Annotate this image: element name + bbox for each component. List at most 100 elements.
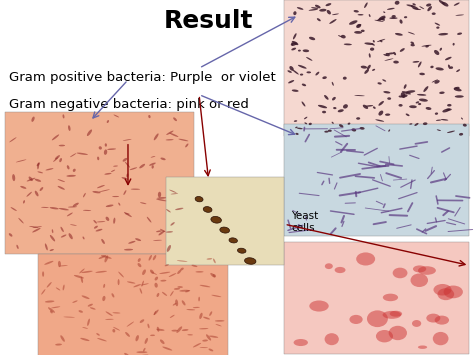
Ellipse shape [392, 268, 408, 278]
Ellipse shape [73, 203, 79, 207]
Ellipse shape [83, 210, 91, 211]
Ellipse shape [354, 10, 359, 12]
Ellipse shape [430, 66, 434, 68]
Ellipse shape [408, 32, 415, 34]
Ellipse shape [307, 71, 311, 73]
Ellipse shape [341, 35, 346, 38]
Ellipse shape [159, 272, 170, 274]
Ellipse shape [382, 79, 386, 82]
Ellipse shape [160, 280, 166, 282]
Ellipse shape [113, 327, 120, 331]
Ellipse shape [32, 228, 41, 233]
Ellipse shape [355, 95, 365, 96]
Ellipse shape [209, 311, 212, 316]
Ellipse shape [45, 244, 48, 250]
Ellipse shape [356, 24, 361, 28]
Ellipse shape [156, 329, 164, 331]
Ellipse shape [370, 48, 374, 51]
Ellipse shape [447, 131, 455, 133]
Ellipse shape [95, 271, 107, 273]
Ellipse shape [158, 192, 161, 197]
Ellipse shape [426, 107, 431, 110]
Ellipse shape [437, 129, 441, 131]
Ellipse shape [179, 290, 190, 292]
Ellipse shape [59, 158, 62, 162]
Ellipse shape [339, 124, 343, 127]
Ellipse shape [182, 300, 185, 305]
Ellipse shape [292, 48, 296, 50]
Ellipse shape [364, 2, 368, 8]
Ellipse shape [379, 16, 385, 20]
Ellipse shape [170, 222, 175, 226]
Ellipse shape [52, 135, 59, 140]
Ellipse shape [148, 115, 151, 118]
Ellipse shape [124, 353, 130, 355]
Ellipse shape [287, 70, 292, 73]
Ellipse shape [406, 5, 414, 7]
Ellipse shape [128, 241, 136, 244]
Ellipse shape [99, 255, 106, 259]
Ellipse shape [127, 282, 136, 284]
Ellipse shape [82, 271, 92, 273]
Ellipse shape [288, 80, 294, 83]
Ellipse shape [378, 101, 384, 106]
Ellipse shape [125, 332, 130, 337]
Ellipse shape [169, 273, 176, 277]
Ellipse shape [33, 226, 42, 228]
Ellipse shape [88, 304, 93, 307]
Ellipse shape [23, 200, 25, 203]
Ellipse shape [377, 82, 382, 84]
Ellipse shape [332, 97, 336, 100]
Ellipse shape [127, 174, 128, 178]
Ellipse shape [315, 5, 320, 8]
Ellipse shape [97, 185, 105, 188]
Bar [38, 253, 228, 355]
Ellipse shape [402, 94, 408, 97]
Bar [5, 112, 194, 253]
Ellipse shape [380, 40, 383, 42]
Ellipse shape [439, 48, 442, 51]
Ellipse shape [417, 94, 426, 96]
Ellipse shape [297, 128, 303, 129]
Ellipse shape [167, 245, 171, 252]
Ellipse shape [343, 77, 346, 80]
Ellipse shape [423, 122, 428, 125]
Ellipse shape [448, 65, 451, 69]
Ellipse shape [9, 233, 12, 237]
Ellipse shape [41, 207, 49, 208]
Ellipse shape [112, 196, 119, 197]
Ellipse shape [459, 133, 463, 136]
Ellipse shape [112, 329, 115, 333]
Ellipse shape [369, 14, 371, 17]
Ellipse shape [410, 273, 428, 287]
Ellipse shape [180, 268, 184, 271]
Ellipse shape [212, 274, 216, 277]
Text: Gram positive bacteria: Purple  or violet: Gram positive bacteria: Purple or violet [9, 71, 276, 84]
Ellipse shape [58, 186, 65, 190]
Ellipse shape [154, 310, 159, 315]
Ellipse shape [390, 311, 402, 317]
Ellipse shape [18, 218, 24, 224]
Ellipse shape [142, 269, 146, 275]
Ellipse shape [435, 316, 449, 324]
Ellipse shape [112, 312, 120, 313]
Ellipse shape [306, 57, 312, 61]
Ellipse shape [220, 227, 229, 233]
Ellipse shape [160, 229, 165, 232]
Ellipse shape [461, 118, 463, 120]
Ellipse shape [155, 283, 158, 288]
Ellipse shape [383, 294, 398, 301]
Ellipse shape [389, 17, 398, 19]
Ellipse shape [433, 284, 452, 295]
Ellipse shape [97, 338, 107, 342]
Ellipse shape [143, 348, 146, 351]
Ellipse shape [94, 226, 98, 229]
Ellipse shape [171, 193, 178, 195]
Ellipse shape [400, 48, 405, 52]
Ellipse shape [292, 41, 298, 45]
Bar [284, 124, 469, 236]
Ellipse shape [177, 269, 182, 274]
Ellipse shape [153, 255, 156, 260]
Ellipse shape [297, 7, 303, 10]
Ellipse shape [172, 330, 178, 332]
